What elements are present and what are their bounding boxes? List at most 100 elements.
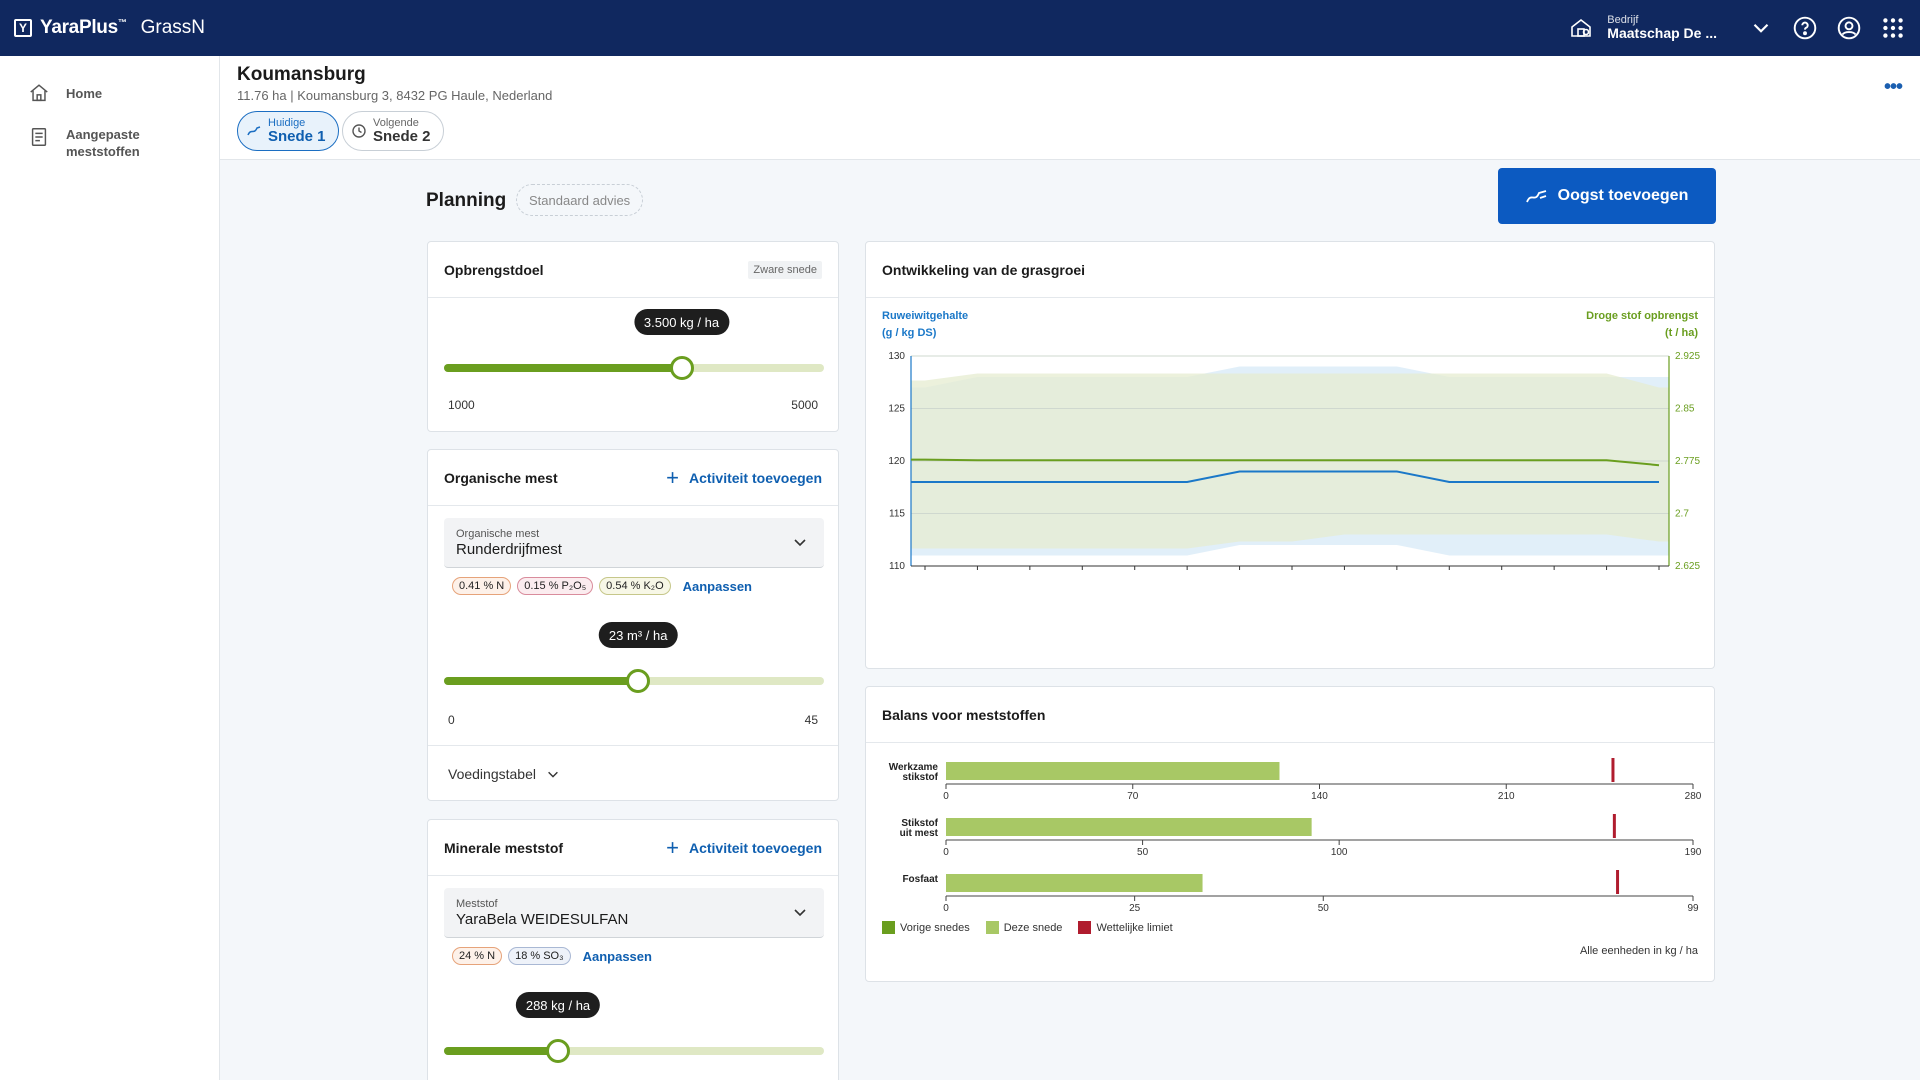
slider-min: 0: [448, 713, 455, 727]
bar-current: [946, 818, 1312, 836]
chart-legend: Vorige snedes Deze snede Wettelijke limi…: [882, 921, 1173, 934]
add-activity-label: Activiteit toevoegen: [688, 469, 822, 486]
slider-value-tooltip: 3.500 kg / ha: [633, 309, 730, 335]
chevron-down-icon: [548, 771, 558, 778]
slider-thumb[interactable]: [546, 1039, 570, 1063]
app-grid-icon[interactable]: [1880, 15, 1906, 41]
adjust-link[interactable]: Aanpassen: [582, 948, 652, 964]
sidebar-item-label: Aangepaste meststoffen: [66, 126, 140, 160]
right-axis-label-line2: (t / ha): [1665, 326, 1698, 339]
farm-icon: [1571, 18, 1592, 37]
nutrient-pill: 0.41 % N: [452, 577, 512, 595]
home-icon: [30, 84, 48, 102]
add-activity-button[interactable]: + Activiteit toevoegen: [666, 465, 822, 491]
card-header: Opbrengstdoel Zware snede: [428, 242, 838, 298]
slider-value-tooltip: 23 m³ / ha: [598, 622, 678, 648]
chevron-down-icon[interactable]: [1748, 15, 1774, 41]
axis-tick-label: 50: [1137, 847, 1149, 858]
card-title: Organische mest: [444, 469, 558, 486]
add-activity-button[interactable]: + Activiteit toevoegen: [666, 835, 822, 861]
legend-label: Wettelijke limiet: [1096, 921, 1173, 934]
axis-tick-label: 0: [943, 903, 949, 914]
slider-max: 45: [804, 713, 818, 727]
sidebar-item-custom-fertilizers[interactable]: Aangepaste meststoffen: [0, 126, 219, 160]
axis-tick-label: 140: [1311, 791, 1328, 802]
help-icon[interactable]: [1792, 15, 1818, 41]
top-bar-actions: Bedrijf Maatschap De ...: [1569, 0, 1920, 56]
right-axis-label: Droge stof opbrengst (t / ha): [1586, 308, 1698, 341]
legend-swatch: [1078, 921, 1092, 934]
axis-tick-label: 0: [943, 791, 949, 802]
select-label: Organische mest: [456, 528, 540, 540]
brand-text: YaraPlus: [40, 17, 118, 38]
nutrition-table-toggle[interactable]: Voedingstabel: [448, 766, 560, 782]
left-axis-label: Ruweiwitgehalte (g / kg DS): [882, 308, 968, 341]
axis-tick-label: 210: [1498, 791, 1515, 802]
tab-next-cut[interactable]: Volgende Snede 2: [342, 111, 444, 151]
slider-min: 1000: [448, 398, 475, 412]
axis-tick-label: 100: [1331, 847, 1348, 858]
axis-tick-label: 50: [1318, 903, 1330, 914]
harvest-icon: [1525, 190, 1546, 203]
axis-tick-label: 25: [1129, 903, 1141, 914]
more-options-icon[interactable]: •••: [1883, 76, 1903, 98]
chevron-down-icon: [794, 909, 806, 917]
brand-trademark: ™: [117, 17, 127, 28]
row-label: uit mest: [900, 828, 939, 839]
y-right-tick-label: 2.7: [1675, 509, 1689, 520]
nutrient-pill: 18 % SO₃: [508, 947, 571, 965]
left-axis-label-line2: (g / kg DS): [882, 326, 937, 339]
slider-thumb[interactable]: [669, 356, 694, 380]
y-left-tick-label: 115: [889, 509, 905, 520]
grass-cut-icon: [247, 126, 261, 136]
row-label: Stikstof: [901, 818, 938, 829]
yara-logo[interactable]: Y: [14, 19, 32, 37]
slider-fill: [444, 677, 639, 685]
select-label: Meststof: [456, 898, 498, 910]
nutrient-pill: 0.15 % P₂O₅: [517, 577, 594, 595]
row-label: stikstof: [902, 772, 938, 783]
company-selector[interactable]: Bedrijf Maatschap De ...: [1607, 14, 1717, 41]
slider-fill: [444, 1047, 558, 1055]
organic-manure-card: Organische mest + Activiteit toevoegen Or…: [427, 449, 839, 801]
legend-label: Deze snede: [1003, 921, 1063, 934]
units-note: Alle eenheden in kg / ha: [1579, 945, 1698, 957]
legend-swatch: [882, 921, 895, 934]
legend-label: Vorige snedes: [900, 921, 970, 934]
grass-growth-card: Ontwikkeling van de grasgroei Ruweiwitge…: [865, 241, 1715, 669]
page-title: Koumansburg: [237, 64, 366, 85]
fertilizer-list-icon: [31, 128, 47, 146]
divider: [428, 745, 838, 746]
select-value: YaraBela WEIDESULFAN: [456, 911, 629, 928]
bar-current: [946, 874, 1203, 892]
cut-type-tag: Zware snede: [748, 260, 822, 279]
user-account-icon[interactable]: [1836, 15, 1862, 41]
field-header: Koumansburg 11.76 ha | Koumansburg 3, 84…: [220, 56, 1920, 160]
fertilizer-select[interactable]: Meststof YaraBela WEIDESULFAN: [444, 888, 824, 938]
slider-track[interactable]: [444, 1047, 824, 1055]
nutrient-pills: 24 % N 18 % SO₃ Aanpassen: [452, 947, 652, 965]
organic-manure-select[interactable]: Organische mest Runderdrijfmest: [444, 518, 824, 568]
nutrient-pills: 0.41 % N 0.15 % P₂O₅ 0.54 % K₂O Aanpasse…: [452, 577, 752, 595]
legend-swatch: [985, 921, 999, 934]
axis-tick-label: 190: [1685, 847, 1702, 858]
sidebar-item-home[interactable]: Home: [0, 82, 219, 104]
add-harvest-button[interactable]: Oogst toevoegen: [1498, 168, 1716, 224]
company-label: Bedrijf: [1607, 14, 1639, 27]
standard-advice-chip: Standaard advies: [516, 184, 644, 216]
clock-icon: [352, 124, 366, 138]
chip-value: Snede 2: [373, 127, 431, 145]
growth-chart-plot: 1302.9251252.851202.7751152.71102.62515-…: [888, 351, 1700, 572]
yield-target-card: Opbrengstdoel Zware snede 3.500 kg / ha …: [427, 241, 839, 432]
row-label: Fosfaat: [902, 874, 938, 885]
sidebar-item-label-line1: Aangepaste: [66, 127, 140, 142]
chip-label: Volgende: [373, 116, 419, 129]
slider-fill: [444, 364, 682, 372]
card-header: Organische mest + Activiteit toevoegen: [428, 450, 838, 506]
adjust-link[interactable]: Aanpassen: [682, 578, 752, 594]
slider-thumb[interactable]: [626, 669, 651, 693]
y-right-tick-label: 2.625: [1675, 561, 1700, 572]
card-title: Minerale meststof: [444, 839, 564, 856]
tab-current-cut[interactable]: Huidige Snede 1: [237, 111, 339, 151]
